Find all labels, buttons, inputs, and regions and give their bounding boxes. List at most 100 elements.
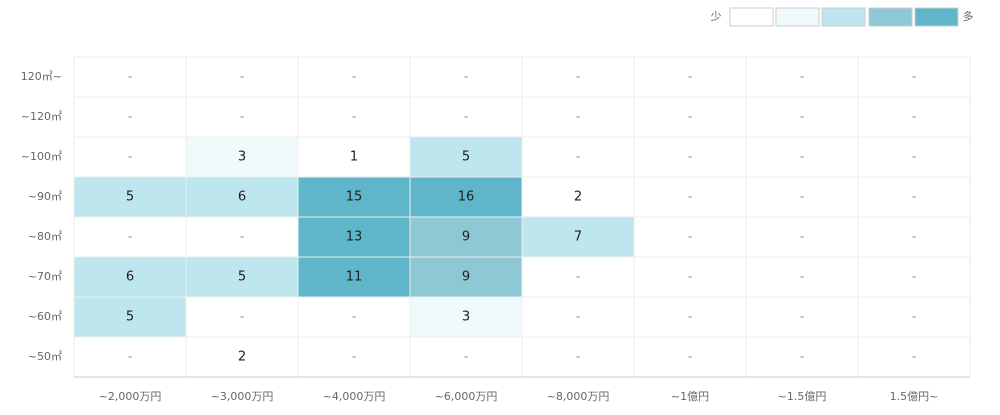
cell-value: 2 xyxy=(238,350,246,365)
cell-value: - xyxy=(912,270,916,284)
cell xyxy=(409,96,523,138)
cell xyxy=(633,136,747,178)
cell xyxy=(857,136,971,178)
cell-value: - xyxy=(912,190,916,204)
cell-value: 1 xyxy=(350,150,358,165)
cell-value: - xyxy=(688,230,692,244)
cell-value: 2 xyxy=(574,190,582,205)
cell-value: 6 xyxy=(238,190,246,205)
cell xyxy=(185,256,299,298)
cell xyxy=(745,216,859,258)
cell-value: 11 xyxy=(346,270,363,285)
cell-value: - xyxy=(800,190,804,204)
cell xyxy=(297,136,411,178)
cell-value: - xyxy=(240,310,244,324)
cell xyxy=(633,56,747,98)
cell xyxy=(633,96,747,138)
cell-value: 5 xyxy=(126,310,134,325)
cell-value: - xyxy=(688,190,692,204)
column-label: ~2,000万円 xyxy=(99,390,162,403)
cell-value: - xyxy=(240,70,244,84)
cell xyxy=(185,296,299,338)
row-label: ~120㎡ xyxy=(21,110,62,123)
row-label: ~50㎡ xyxy=(28,350,62,363)
cell-value: - xyxy=(128,350,132,364)
cell xyxy=(297,176,411,218)
cell-value: - xyxy=(800,110,804,124)
row-label: 120㎡~ xyxy=(21,70,62,83)
cell-value: - xyxy=(128,70,132,84)
cell xyxy=(297,256,411,298)
legend-swatch xyxy=(729,7,774,27)
legend-swatch xyxy=(775,7,820,27)
cell-value: - xyxy=(800,310,804,324)
cell-value: - xyxy=(352,310,356,324)
cell xyxy=(633,296,747,338)
cell-value: - xyxy=(464,70,468,84)
cell xyxy=(745,176,859,218)
cell-value: 9 xyxy=(462,270,470,285)
cell xyxy=(521,136,635,178)
cell-value: - xyxy=(352,110,356,124)
cell xyxy=(521,176,635,218)
cell xyxy=(297,296,411,338)
cell xyxy=(297,56,411,98)
cell-value: - xyxy=(128,230,132,244)
column-label: ~6,000万円 xyxy=(435,390,498,403)
cell xyxy=(521,216,635,258)
cell-value: 3 xyxy=(238,150,246,165)
cell xyxy=(73,56,187,98)
cell-value: 5 xyxy=(462,150,470,165)
cell xyxy=(521,336,635,378)
cell xyxy=(409,216,523,258)
cell-value: - xyxy=(912,70,916,84)
row-label: ~80㎡ xyxy=(28,230,62,243)
cell-value: - xyxy=(464,350,468,364)
cell-value: - xyxy=(576,150,580,164)
cell-value: 7 xyxy=(574,230,582,245)
cell xyxy=(409,136,523,178)
cell xyxy=(857,256,971,298)
cell-value: - xyxy=(688,70,692,84)
row-label: ~60㎡ xyxy=(28,310,62,323)
cell-value: - xyxy=(128,110,132,124)
cell xyxy=(745,136,859,178)
column-label: ~8,000万円 xyxy=(547,390,610,403)
legend-high: 多 xyxy=(963,9,974,23)
column-label: ~1億円 xyxy=(671,390,709,403)
cell xyxy=(857,96,971,138)
cell xyxy=(857,336,971,378)
cell-value: - xyxy=(576,110,580,124)
cell-value: 15 xyxy=(346,190,363,205)
cell-value: - xyxy=(352,350,356,364)
cell xyxy=(857,56,971,98)
cell xyxy=(185,56,299,98)
cell xyxy=(745,296,859,338)
cell-value: - xyxy=(912,230,916,244)
cell-value: - xyxy=(800,70,804,84)
row-label: ~90㎡ xyxy=(28,190,62,203)
cell xyxy=(73,296,187,338)
cell-value: - xyxy=(800,350,804,364)
cell xyxy=(521,296,635,338)
cell-value: 5 xyxy=(126,190,134,205)
legend-low: 少 xyxy=(711,10,722,23)
column-label: 1.5億円~ xyxy=(890,390,939,403)
cell xyxy=(297,336,411,378)
cell-value: - xyxy=(912,150,916,164)
cell-value: - xyxy=(912,110,916,124)
cell xyxy=(73,176,187,218)
legend-swatch xyxy=(914,7,959,27)
legend-swatch xyxy=(821,7,866,27)
cell-value: - xyxy=(352,70,356,84)
cell-value: - xyxy=(576,310,580,324)
cell-value: - xyxy=(688,350,692,364)
column-label: ~4,000万円 xyxy=(323,390,386,403)
cell-value: 3 xyxy=(462,310,470,325)
cell-value: - xyxy=(800,150,804,164)
cell xyxy=(633,256,747,298)
cell xyxy=(857,216,971,258)
cell-value: - xyxy=(240,110,244,124)
row-label: ~100㎡ xyxy=(21,150,62,163)
column-label: ~1.5億円 xyxy=(778,390,827,403)
